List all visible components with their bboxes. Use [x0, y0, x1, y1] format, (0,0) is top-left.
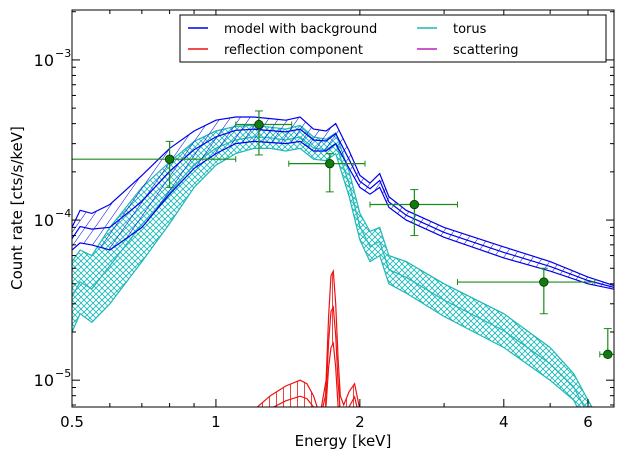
legend-label: reflection component — [224, 43, 363, 58]
model-with-background-upper-line — [72, 116, 614, 287]
legend-box — [179, 14, 607, 63]
x-tick-label: 4 — [499, 413, 509, 431]
data-point-marker — [603, 349, 613, 360]
data-point-marker — [409, 199, 420, 210]
legend-entry-model-with-background: model with background — [188, 22, 377, 37]
y-axis-ticks: 10−510−410−3 — [34, 11, 614, 406]
data-point-5 — [456, 267, 596, 315]
y-tick-exponent: −4 — [55, 207, 71, 220]
data-point-marker — [325, 158, 335, 169]
y-tick-exponent: −3 — [55, 47, 71, 60]
legend-label: model with background — [224, 22, 377, 37]
legend-entry-reflection-component: reflection component — [188, 43, 363, 58]
reflection-component-lower-line — [324, 341, 339, 407]
x-tick-label: 1 — [211, 413, 221, 431]
data-points — [72, 110, 614, 360]
legend-entry-torus: torus — [417, 22, 487, 37]
model-with-background-band-fill — [72, 117, 614, 290]
series-model-with-background — [72, 116, 614, 290]
reflection-component-band-fill — [257, 271, 360, 407]
x-axis-label: Energy [keV] — [295, 432, 392, 450]
data-point-4 — [369, 189, 458, 237]
data-point-3 — [288, 153, 366, 193]
series-reflection-component — [256, 268, 360, 407]
x-axis-ticks: 0.5 1 2 4 6 — [60, 10, 593, 431]
reflection-component-median-line — [272, 305, 358, 407]
data-point-marker — [254, 119, 264, 130]
torus-lower-line — [72, 147, 578, 407]
model-with-background-median-line — [72, 128, 614, 288]
data-point-marker — [164, 154, 175, 164]
legend-label: torus — [453, 22, 487, 37]
y-tick-label: 10 — [34, 371, 54, 390]
x-tick-label: 2 — [355, 413, 365, 431]
data-point-1 — [72, 140, 237, 188]
model-with-background-lower-line — [72, 140, 614, 290]
y-tick-label: 10 — [34, 51, 54, 70]
legend-label: scattering — [453, 43, 519, 58]
data-point-2 — [235, 110, 293, 156]
plot-frame — [71, 9, 615, 408]
x-tick-label: 6 — [583, 413, 593, 431]
y-axis-label: Count rate [cts/s/keV] — [8, 126, 26, 290]
data-point-6 — [599, 328, 614, 360]
data-point-marker — [539, 277, 549, 287]
x-tick-label: 0.5 — [60, 413, 84, 431]
reflection-component-upper-line — [256, 268, 360, 407]
legend: model with background torus reflection com… — [179, 14, 607, 63]
legend-entry-scattering: scattering — [417, 43, 519, 58]
y-tick-label: 10 — [34, 211, 54, 230]
y-tick-exponent: −5 — [55, 367, 71, 380]
series-bands — [72, 116, 614, 407]
